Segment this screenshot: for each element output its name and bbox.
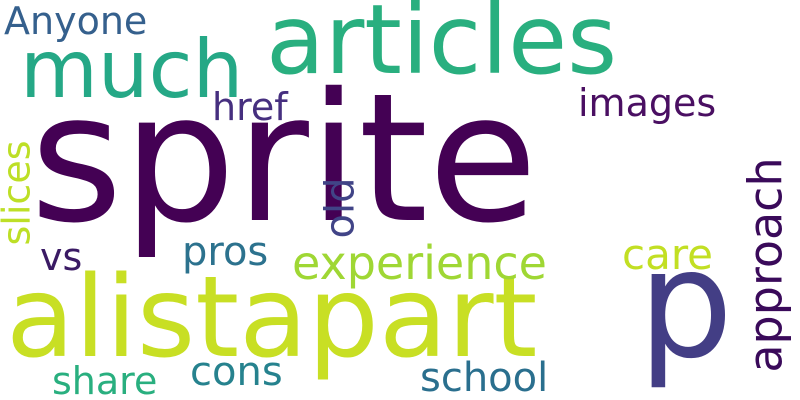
word-slices: slices xyxy=(0,140,39,246)
word-anyone: Anyone xyxy=(4,0,148,43)
word-experience: experience xyxy=(292,236,547,290)
word-approach: approach xyxy=(738,157,793,373)
word-alistapart: alistapart xyxy=(6,253,538,383)
word-pros: pros xyxy=(182,229,269,275)
word-care: care xyxy=(622,230,714,279)
word-much: much xyxy=(20,23,244,116)
word-vs: vs xyxy=(40,235,83,279)
word-cons: cons xyxy=(190,349,283,395)
word-school: school xyxy=(420,355,549,400)
word-p: p xyxy=(638,218,734,392)
word-articles: articles xyxy=(266,0,618,96)
word-images: images xyxy=(578,81,717,125)
word-share: share xyxy=(52,359,158,400)
word-sprite: sprite xyxy=(30,55,538,262)
word-href: href xyxy=(212,85,288,129)
word-old: old xyxy=(317,177,364,239)
